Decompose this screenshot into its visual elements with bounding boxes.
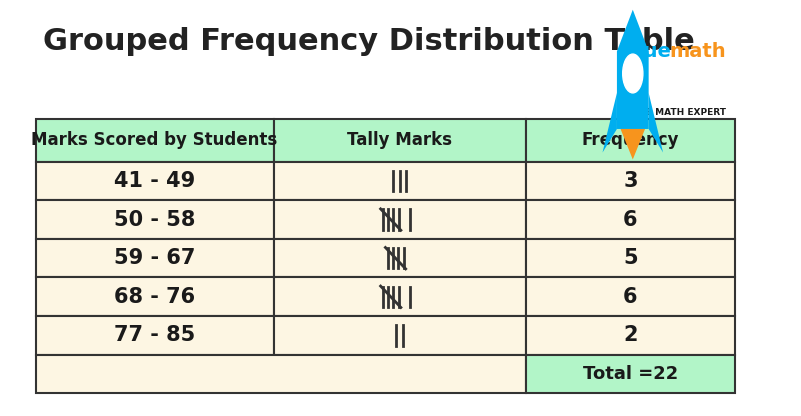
Text: 2: 2 — [623, 325, 638, 345]
Bar — [35, 162, 274, 200]
Text: 77 - 85: 77 - 85 — [114, 325, 195, 345]
Polygon shape — [602, 93, 617, 153]
Bar — [274, 316, 525, 355]
Bar — [274, 119, 525, 162]
Text: 6: 6 — [623, 287, 638, 307]
Polygon shape — [649, 93, 663, 153]
Text: Total =22: Total =22 — [583, 365, 678, 383]
Bar — [35, 355, 525, 393]
Circle shape — [622, 54, 643, 93]
Bar — [274, 239, 525, 277]
Bar — [274, 277, 525, 316]
Polygon shape — [621, 129, 645, 159]
Bar — [525, 162, 735, 200]
Text: Marks Scored by Students: Marks Scored by Students — [31, 131, 278, 149]
Bar — [35, 239, 274, 277]
Bar — [525, 239, 735, 277]
Bar — [525, 316, 735, 355]
Text: 6: 6 — [623, 210, 638, 230]
Polygon shape — [617, 10, 649, 129]
Bar — [525, 277, 735, 316]
Bar — [525, 355, 735, 393]
Text: 3: 3 — [623, 171, 638, 191]
Text: Grouped Frequency Distribution Table: Grouped Frequency Distribution Table — [42, 27, 694, 56]
Text: 41 - 49: 41 - 49 — [114, 171, 195, 191]
Text: 5: 5 — [623, 248, 638, 268]
Bar — [274, 162, 525, 200]
Bar — [35, 277, 274, 316]
Bar — [274, 200, 525, 239]
Text: Frequency: Frequency — [582, 131, 679, 149]
Text: 68 - 76: 68 - 76 — [114, 287, 195, 307]
Bar — [525, 200, 735, 239]
Text: cue: cue — [632, 42, 670, 61]
Bar — [525, 119, 735, 162]
Bar — [35, 200, 274, 239]
Text: 59 - 67: 59 - 67 — [114, 248, 195, 268]
Text: math: math — [670, 42, 727, 61]
Text: 50 - 58: 50 - 58 — [114, 210, 195, 230]
Bar — [35, 119, 274, 162]
Text: Tally Marks: Tally Marks — [347, 131, 452, 149]
Text: THE MATH EXPERT: THE MATH EXPERT — [632, 108, 726, 116]
Bar — [35, 316, 274, 355]
